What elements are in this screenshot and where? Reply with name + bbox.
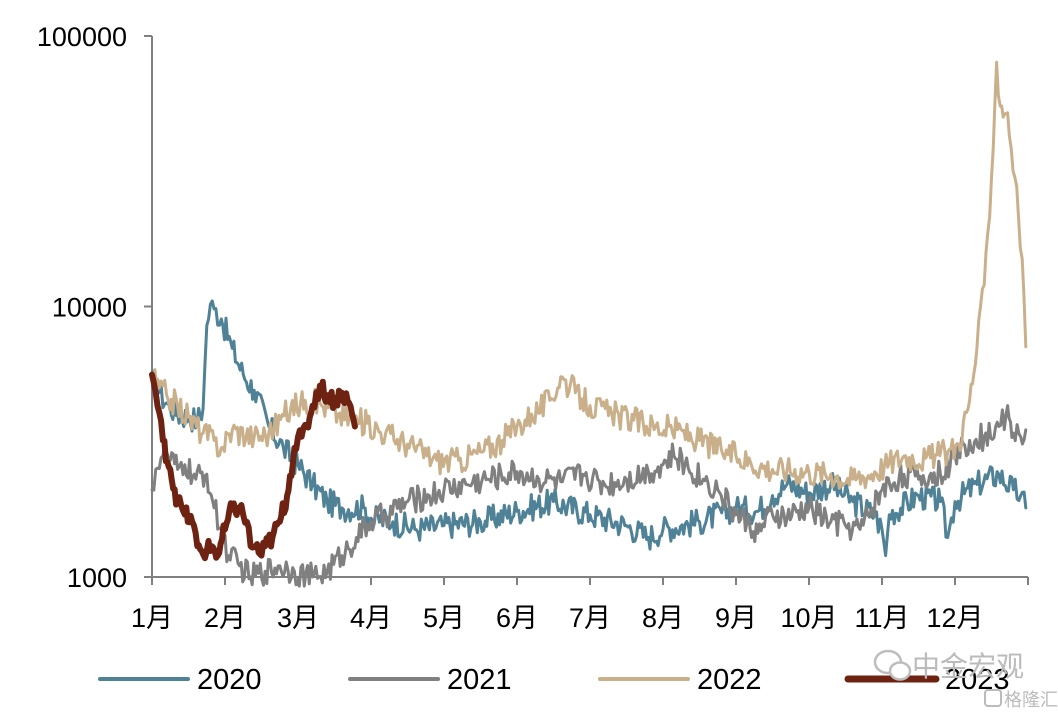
y-axis-ticks: 1000 10000 100000 <box>37 22 152 593</box>
y-tick-label: 1000 <box>67 563 127 593</box>
series-line-2023 <box>149 371 358 562</box>
x-tick-label: 9月 <box>715 603 757 633</box>
legend: 2020 2021 2022 2023 <box>98 664 1010 696</box>
x-tick-label: 4月 <box>350 603 392 633</box>
x-tick-label: 6月 <box>496 603 538 633</box>
y-tick-label: 100000 <box>37 22 127 52</box>
legend-label-2021: 2021 <box>447 664 512 696</box>
x-tick-label: 5月 <box>423 603 465 633</box>
series-layer <box>149 60 1028 588</box>
x-tick-label: 10月 <box>780 603 837 633</box>
x-tick-label: 1月 <box>131 603 173 633</box>
x-axis-ticks: 1月 2月 3月 4月 5月 6月 7月 8月 9月 10月 11月 12月 <box>131 577 1029 633</box>
watermark-brand: 中金宏观 <box>912 650 1024 683</box>
x-tick-label: 12月 <box>926 603 983 633</box>
series-line-2022 <box>150 60 1028 490</box>
x-tick-label: 8月 <box>642 603 684 633</box>
series-line-2021 <box>150 404 1028 588</box>
y-tick-label: 10000 <box>52 293 127 323</box>
series-line-2020 <box>150 299 1028 558</box>
x-tick-label: 11月 <box>854 603 909 633</box>
watermark: 中金宏观 格隆汇 <box>873 649 1058 711</box>
x-tick-label: 3月 <box>277 603 319 633</box>
x-tick-label: 7月 <box>569 603 611 633</box>
wechat-icon <box>873 649 912 681</box>
gelonghui-logo-icon <box>984 689 1002 707</box>
legend-label-2022: 2022 <box>697 664 762 696</box>
x-tick-label: 2月 <box>204 603 246 633</box>
chart-axes <box>151 36 1028 578</box>
legend-label-2020: 2020 <box>197 664 262 696</box>
watermark-site: 格隆汇 <box>1004 690 1058 711</box>
